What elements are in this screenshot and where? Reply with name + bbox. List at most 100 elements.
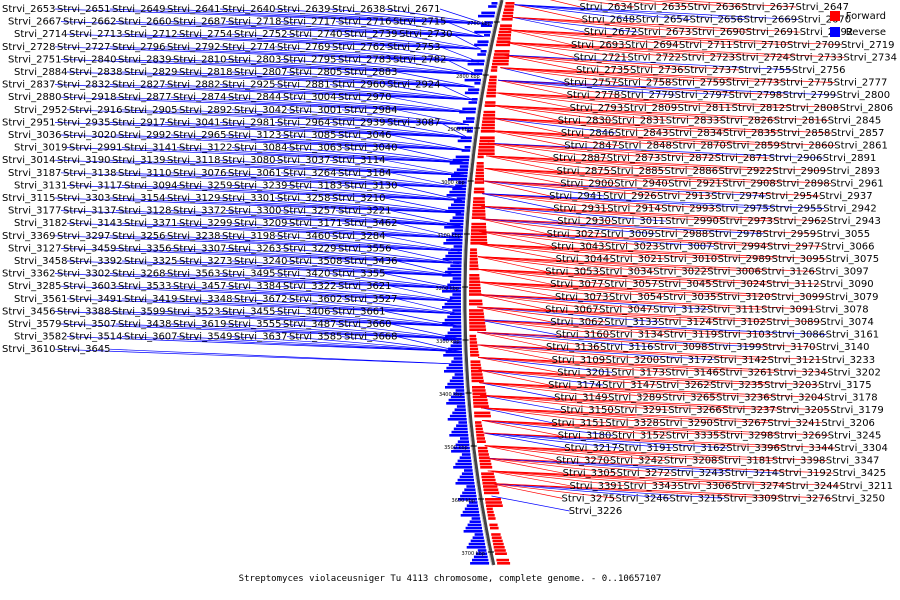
gene-label-forward: Strvi_3344 [780, 443, 834, 454]
gene-label-forward: Strvi_3270 [556, 456, 610, 467]
gene-label-forward: Strvi_3291 [614, 405, 668, 416]
reverse-gene-glyph [450, 328, 462, 331]
gene-label-forward: Strvi_3347 [826, 456, 880, 467]
gene-label-reverse: Strvi_2740 [289, 29, 343, 40]
gene-connector-reverse [60, 172, 463, 189]
forward-gene-glyph [486, 94, 496, 98]
gene-label-forward: Strvi_3099 [771, 292, 825, 303]
gene-label-forward: Strvi_3078 [815, 304, 869, 315]
forward-gene-glyph [479, 462, 492, 466]
gene-label-forward: Strvi_2977 [767, 241, 821, 252]
reverse-gene-glyph [453, 171, 468, 175]
gene-label-reverse: Strvi_3645 [57, 344, 111, 355]
reverse-gene-glyph [484, 21, 493, 24]
gene-label-reverse: Strvi_2965 [173, 130, 227, 141]
reverse-gene-glyph [460, 136, 472, 139]
gene-label-reverse: Strvi_3177 [8, 206, 62, 217]
gene-label-reverse: Strvi_3221 [338, 206, 392, 217]
gene-label-forward: Strvi_3062 [550, 317, 604, 328]
gene-connector-reverse [384, 8, 487, 25]
gene-connector-forward [480, 218, 710, 235]
gene-connector-forward [505, 42, 845, 58]
gene-connector-reverse [335, 172, 463, 189]
gene-label-forward: Strvi_3120 [717, 292, 771, 303]
gene-label-reverse: Strvi_2762 [332, 42, 386, 53]
gene-connector-forward [477, 331, 602, 348]
gene-label-forward: Strvi_2690 [692, 27, 746, 38]
gene-connector-reverse [274, 235, 460, 252]
gene-label-forward: Strvi_2993 [661, 204, 715, 215]
gene-connector-reverse [66, 260, 460, 277]
gene-connector-reverse [219, 122, 468, 138]
reverse-gene-glyph [448, 206, 465, 210]
reverse-gene-glyph [461, 472, 474, 475]
gene-label-reverse: Strvi_2757 [564, 78, 618, 89]
gene-connector-reverse [477, 331, 764, 348]
gene-label-reverse: Strvi_2829 [124, 67, 178, 78]
gene-label-forward: Strvi_2811 [678, 103, 732, 114]
reverse-gene-glyph [452, 309, 461, 312]
gene-label-forward: Strvi_3174 [548, 380, 602, 391]
gene-connector-forward [479, 231, 553, 247]
scale-tick-label: 2700 kbp [467, 21, 491, 27]
gene-label-forward: Strvi_2906 [769, 153, 823, 164]
forward-gene-glyph [479, 142, 495, 146]
reverse-gene-glyph [453, 245, 463, 248]
reverse-swatch [829, 27, 840, 37]
gene-connector-reverse [219, 273, 460, 289]
forward-gene-glyph [492, 59, 509, 63]
gene-connector-forward [491, 117, 778, 134]
gene-label-reverse: Strvi_3660 [338, 319, 392, 330]
gene-label-reverse: Strvi_2800 [837, 90, 891, 101]
forward-gene-glyph [475, 174, 484, 178]
gene-connector-reverse [176, 336, 462, 352]
gene-label-reverse: Strvi_3127 [8, 243, 62, 254]
gene-label-forward: Strvi_2909 [773, 166, 827, 177]
forward-gene-glyph [486, 504, 503, 507]
reverse-gene-glyph [475, 552, 488, 555]
gene-connector-forward [476, 306, 552, 323]
reverse-gene-glyph [488, 5, 497, 8]
gene-label-forward: Strvi_3109 [552, 355, 606, 366]
gene-connector-reverse [514, 4, 745, 20]
gene-connector-forward [491, 117, 832, 134]
gene-label-reverse: Strvi_2670 [798, 15, 852, 26]
gene-connector-reverse [176, 33, 482, 50]
gene-connector-forward [477, 268, 768, 285]
gene-connector-reverse [329, 84, 473, 100]
gene-connector-reverse [225, 172, 463, 189]
reverse-gene-glyph [462, 107, 477, 111]
gene-label-reverse: Strvi_3040 [344, 143, 398, 154]
gene-label-reverse: Strvi_3117 [69, 180, 123, 191]
forward-gene-glyph [477, 155, 484, 159]
reverse-gene-glyph [471, 98, 478, 101]
reverse-gene-glyph [459, 165, 469, 168]
gene-connector-forward [479, 382, 718, 398]
gene-connector-forward [500, 67, 835, 83]
forward-gene-glyph [499, 27, 512, 31]
gene-label-reverse: Strvi_2687 [173, 17, 227, 28]
forward-gene-glyph [472, 386, 485, 389]
forward-gene-glyph [469, 299, 483, 303]
gene-label-reverse: Strvi_2756 [792, 65, 846, 76]
gene-connector-forward [476, 306, 768, 323]
gene-connector-forward [481, 407, 823, 424]
forward-gene-glyph [495, 43, 511, 47]
gene-connector-forward [477, 256, 601, 272]
gene-connector-forward [497, 79, 784, 96]
reverse-gene-glyph [449, 162, 469, 165]
gene-connector-reverse [170, 248, 460, 264]
gene-connector-reverse [115, 21, 484, 37]
gene-connector-forward [480, 394, 832, 411]
gene-label-reverse: Strvi_3187 [8, 168, 62, 179]
reverse-gene-glyph [471, 72, 483, 75]
gene-connector-forward [489, 483, 617, 499]
reverse-gene-glyph [456, 197, 466, 200]
reverse-gene-glyph [457, 478, 474, 482]
gene-label-forward: Strvi_3398 [772, 456, 826, 467]
reverse-gene-glyph [451, 174, 468, 178]
gene-label-reverse: Strvi_3256 [112, 231, 166, 242]
gene-label-reverse: Strvi_3123 [228, 130, 282, 141]
gene-label-forward: Strvi_3091 [761, 304, 815, 315]
gene-connector-forward [486, 155, 720, 172]
